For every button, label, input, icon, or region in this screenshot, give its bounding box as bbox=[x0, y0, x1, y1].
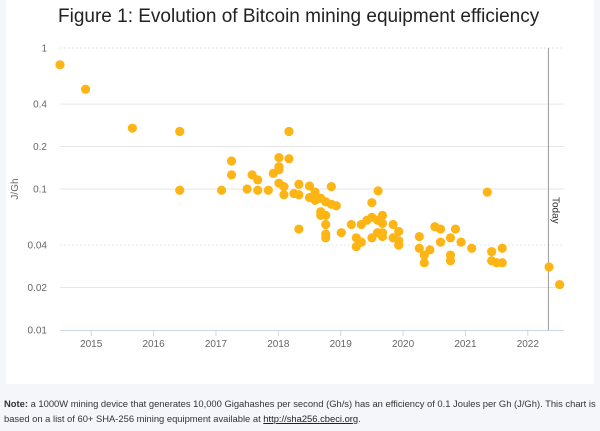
data-point bbox=[263, 185, 273, 195]
data-point bbox=[321, 233, 331, 243]
data-point bbox=[274, 152, 284, 163]
data-point bbox=[394, 240, 404, 250]
data-point bbox=[216, 185, 227, 195]
data-point bbox=[467, 243, 477, 253]
data-point bbox=[346, 219, 356, 230]
data-point bbox=[127, 123, 137, 133]
data-point bbox=[373, 186, 383, 196]
y-tick-label: 0.04 bbox=[28, 241, 48, 252]
data-point bbox=[435, 237, 446, 247]
y-tick-label: 0.2 bbox=[33, 142, 47, 153]
data-point bbox=[388, 219, 398, 230]
data-point bbox=[304, 181, 315, 191]
data-point bbox=[242, 184, 252, 194]
data-point bbox=[414, 243, 424, 253]
x-tick-label: 2018 bbox=[267, 339, 290, 350]
data-point bbox=[356, 237, 366, 247]
scatter-chart: 1 0.4 0.2 0.1 0.04 0.02 0.01 2015 2016 2017 2018 20… bbox=[10, 44, 565, 350]
data-point bbox=[294, 224, 304, 234]
data-point bbox=[294, 190, 304, 200]
data-point bbox=[321, 210, 331, 220]
y-tick-label: 0.01 bbox=[28, 326, 48, 337]
note-label: Note: bbox=[4, 398, 28, 409]
data-point bbox=[284, 126, 294, 137]
data-point bbox=[175, 185, 185, 195]
y-tick-label: 1 bbox=[41, 44, 47, 55]
today-label: Today bbox=[549, 197, 560, 224]
note-end: . bbox=[358, 413, 361, 424]
data-point bbox=[450, 224, 461, 234]
data-point bbox=[544, 262, 554, 272]
data-point bbox=[321, 219, 331, 230]
data-point bbox=[419, 258, 429, 268]
data-point bbox=[55, 60, 65, 70]
x-tick-label: 2021 bbox=[454, 339, 477, 350]
data-point bbox=[326, 181, 336, 192]
data-point bbox=[377, 231, 388, 242]
data-point bbox=[279, 190, 289, 200]
data-point bbox=[555, 279, 565, 290]
data-point bbox=[274, 165, 284, 175]
data-point bbox=[279, 181, 289, 192]
data-point bbox=[331, 201, 341, 211]
y-axis-title: J/Gh bbox=[10, 178, 21, 199]
data-point bbox=[445, 233, 456, 243]
chart-note: Note: a 1000W mining device that generat… bbox=[4, 396, 598, 426]
data-point bbox=[80, 84, 91, 94]
data-point bbox=[497, 243, 507, 253]
x-tick-label: 2017 bbox=[205, 339, 228, 350]
y-tick-label: 0.1 bbox=[33, 185, 47, 196]
data-point bbox=[377, 218, 388, 229]
x-tick-label: 2019 bbox=[330, 339, 353, 350]
note-text: a 1000W mining device that generates 10,… bbox=[4, 398, 596, 424]
y-tick-label: 0.4 bbox=[33, 100, 47, 111]
chart-title: Figure 1: Evolution of Bitcoin mining eq… bbox=[58, 6, 540, 27]
data-point bbox=[284, 154, 294, 164]
data-point bbox=[435, 224, 446, 234]
data-point bbox=[487, 246, 497, 257]
data-point bbox=[226, 156, 237, 166]
x-tick-label: 2020 bbox=[392, 339, 415, 350]
data-point bbox=[425, 245, 435, 255]
data-point bbox=[175, 126, 185, 137]
data-point bbox=[445, 256, 456, 266]
data-point bbox=[456, 237, 466, 247]
data-point bbox=[377, 210, 388, 220]
data-point bbox=[336, 228, 346, 238]
data-point bbox=[226, 170, 237, 180]
data-point bbox=[482, 187, 492, 197]
data-point bbox=[294, 179, 304, 189]
data-point bbox=[310, 187, 320, 197]
data-point bbox=[253, 175, 263, 185]
data-point bbox=[367, 198, 377, 208]
source-link[interactable]: http://sha256.cbeci.org bbox=[263, 413, 359, 424]
data-point bbox=[394, 226, 404, 237]
x-tick-label: 2015 bbox=[80, 339, 103, 350]
data-point bbox=[497, 258, 507, 268]
data-point bbox=[253, 185, 263, 195]
data-point bbox=[414, 231, 424, 242]
y-tick-label: 0.02 bbox=[28, 283, 48, 294]
x-tick-label: 2022 bbox=[517, 339, 540, 350]
x-tick-label: 2016 bbox=[142, 339, 165, 350]
